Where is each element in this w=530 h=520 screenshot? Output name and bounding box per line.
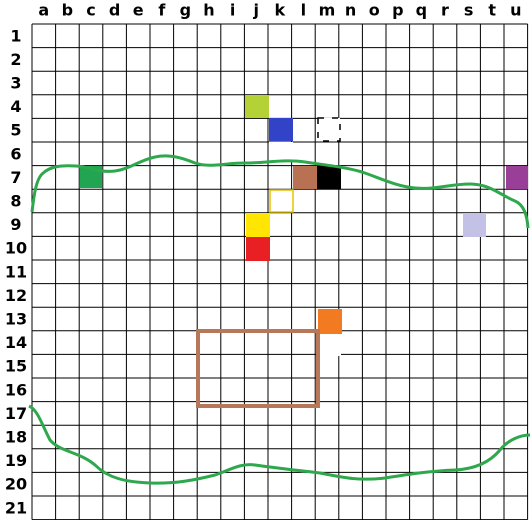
empty-square[interactable] xyxy=(317,117,341,142)
column-label: d xyxy=(109,1,120,20)
row-label: 21 xyxy=(5,498,27,517)
lime-square[interactable] xyxy=(245,95,269,118)
column-label: m xyxy=(319,1,336,20)
column-label: r xyxy=(441,1,449,20)
column-label: u xyxy=(510,1,521,20)
row-label: 2 xyxy=(10,50,21,69)
row-label: 11 xyxy=(5,262,27,281)
row-label: 3 xyxy=(10,74,21,93)
yellow-square[interactable] xyxy=(246,213,270,237)
black-square[interactable] xyxy=(317,166,341,189)
brown-rectangle[interactable] xyxy=(196,329,320,408)
row-label: 17 xyxy=(5,404,27,423)
row-label: 14 xyxy=(5,333,27,352)
column-label: p xyxy=(392,1,403,20)
column-label: t xyxy=(488,1,496,20)
column-label: l xyxy=(301,1,306,20)
blue-square[interactable] xyxy=(269,118,293,141)
column-label: e xyxy=(133,1,144,20)
brown-square[interactable] xyxy=(293,166,317,189)
row-label: 9 xyxy=(10,215,21,234)
column-label: i xyxy=(230,1,235,20)
row-label: 13 xyxy=(5,310,27,329)
green-square[interactable] xyxy=(80,166,102,188)
column-label: h xyxy=(203,1,214,20)
column-label: n xyxy=(345,1,356,20)
row-label: 5 xyxy=(10,121,21,140)
column-label: c xyxy=(86,1,95,20)
column-label: a xyxy=(38,1,49,20)
blank-cell xyxy=(319,334,341,356)
row-label: 20 xyxy=(5,475,27,494)
upper-curve[interactable] xyxy=(30,154,530,229)
grid xyxy=(31,23,529,520)
column-label: j xyxy=(252,1,258,20)
row-label: 16 xyxy=(5,380,27,399)
column-label: b xyxy=(62,1,73,20)
row-label: 19 xyxy=(5,451,27,470)
labels: a b c d e f g h i j k l m n o p q r s t u1234567891011121314… xyxy=(5,1,522,518)
row-label: 10 xyxy=(5,239,27,258)
row-label: 8 xyxy=(10,192,21,211)
red-square[interactable] xyxy=(246,237,270,261)
row-label: 15 xyxy=(5,357,27,376)
orange-square[interactable] xyxy=(318,309,342,334)
row-label: 1 xyxy=(10,26,21,45)
column-label: q xyxy=(416,1,427,20)
column-label: o xyxy=(369,1,380,20)
column-label: k xyxy=(274,1,285,20)
column-label: g xyxy=(180,1,191,20)
column-label: s xyxy=(464,1,474,20)
lavender-square[interactable] xyxy=(463,213,486,237)
blank-cell xyxy=(269,142,293,162)
yellow-outline-square[interactable] xyxy=(269,189,294,213)
lower-curve[interactable] xyxy=(28,404,530,485)
row-label: 12 xyxy=(5,286,27,305)
row-label: 6 xyxy=(10,144,21,163)
row-label: 7 xyxy=(10,168,21,187)
pieces xyxy=(80,95,528,356)
row-label: 18 xyxy=(5,428,27,447)
column-label: f xyxy=(158,1,166,20)
row-label: 4 xyxy=(10,97,21,116)
purple-square[interactable] xyxy=(506,166,528,189)
